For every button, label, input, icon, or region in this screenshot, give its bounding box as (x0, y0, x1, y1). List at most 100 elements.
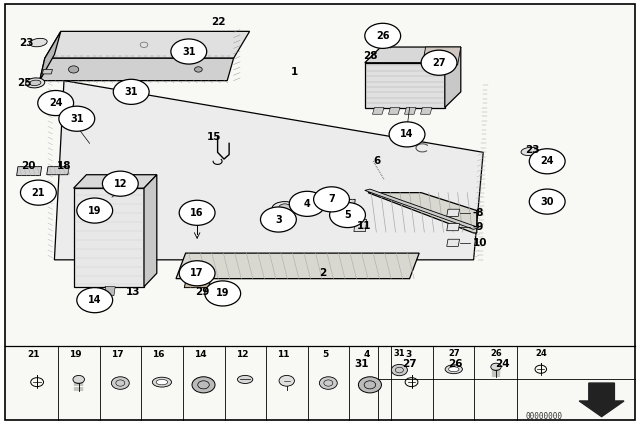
Circle shape (330, 202, 365, 228)
Text: 21: 21 (31, 188, 45, 198)
Circle shape (529, 149, 565, 174)
Text: 31: 31 (354, 359, 369, 369)
Polygon shape (40, 31, 61, 81)
Text: 19: 19 (216, 289, 230, 298)
Text: 14: 14 (194, 350, 207, 359)
Polygon shape (17, 167, 42, 176)
Polygon shape (354, 220, 367, 232)
Ellipse shape (156, 379, 168, 385)
Ellipse shape (26, 78, 45, 88)
Circle shape (195, 67, 202, 72)
Text: 6: 6 (373, 156, 380, 166)
Text: 11: 11 (356, 221, 371, 231)
Circle shape (289, 191, 325, 216)
Polygon shape (54, 81, 483, 260)
Text: 26: 26 (448, 359, 463, 369)
Text: 12: 12 (236, 350, 248, 359)
Circle shape (389, 122, 425, 147)
Circle shape (365, 23, 401, 48)
Text: 23: 23 (525, 145, 540, 155)
Polygon shape (372, 108, 384, 114)
Circle shape (278, 204, 291, 213)
Ellipse shape (534, 192, 560, 204)
Text: 26: 26 (376, 31, 390, 41)
Circle shape (391, 364, 408, 376)
Circle shape (111, 377, 129, 389)
Text: 28: 28 (364, 51, 378, 61)
Text: 31: 31 (124, 87, 138, 97)
Text: 15: 15 (207, 132, 221, 142)
Circle shape (102, 171, 138, 196)
Polygon shape (447, 209, 460, 216)
Text: 24: 24 (495, 359, 509, 369)
Polygon shape (365, 63, 445, 108)
Polygon shape (184, 276, 211, 288)
Ellipse shape (536, 157, 555, 168)
Text: 19: 19 (69, 350, 82, 359)
Text: -8: -8 (472, 208, 484, 218)
Circle shape (192, 377, 215, 393)
Polygon shape (74, 175, 157, 188)
Text: 27: 27 (448, 349, 460, 358)
Ellipse shape (152, 377, 172, 387)
Circle shape (77, 198, 113, 223)
Circle shape (179, 261, 215, 286)
Circle shape (260, 207, 296, 232)
Text: 31: 31 (394, 349, 405, 358)
Text: 24: 24 (49, 98, 63, 108)
Polygon shape (45, 31, 250, 58)
Text: 11: 11 (277, 350, 290, 359)
Ellipse shape (303, 194, 324, 205)
Text: 16: 16 (152, 350, 165, 359)
Polygon shape (368, 193, 477, 233)
Text: 2: 2 (319, 268, 326, 278)
Circle shape (38, 90, 74, 116)
Text: 16: 16 (190, 208, 204, 218)
Text: 25: 25 (17, 78, 32, 88)
Text: 24: 24 (535, 349, 547, 358)
Text: 3: 3 (275, 215, 282, 224)
Text: 17: 17 (190, 268, 204, 278)
Text: 21: 21 (28, 350, 40, 359)
Polygon shape (579, 383, 624, 417)
Text: 18: 18 (56, 161, 71, 171)
Polygon shape (445, 47, 461, 108)
Circle shape (279, 375, 294, 386)
Text: 12: 12 (113, 179, 127, 189)
Text: 30: 30 (540, 197, 554, 207)
Text: 14: 14 (400, 129, 414, 139)
Polygon shape (176, 253, 419, 279)
Polygon shape (365, 47, 461, 63)
Polygon shape (420, 108, 432, 114)
Circle shape (113, 79, 149, 104)
Text: 5: 5 (322, 350, 328, 359)
Text: 31: 31 (70, 114, 84, 124)
Text: 29: 29 (195, 287, 209, 297)
Text: 3: 3 (405, 350, 412, 359)
Circle shape (171, 39, 207, 64)
Circle shape (421, 50, 457, 75)
Ellipse shape (521, 147, 539, 155)
Ellipse shape (445, 365, 463, 374)
Circle shape (59, 106, 95, 131)
Text: 4: 4 (364, 350, 370, 359)
Text: 24: 24 (540, 156, 554, 166)
Circle shape (179, 200, 215, 225)
Text: 10: 10 (472, 238, 487, 248)
Ellipse shape (538, 194, 556, 202)
Circle shape (319, 377, 337, 389)
Text: 13: 13 (126, 287, 141, 297)
Circle shape (529, 189, 565, 214)
Circle shape (77, 288, 113, 313)
Polygon shape (388, 108, 400, 114)
Text: 22: 22 (211, 17, 226, 27)
Text: 19: 19 (88, 206, 102, 215)
Circle shape (358, 377, 381, 393)
Circle shape (314, 187, 349, 212)
Text: 7: 7 (328, 194, 335, 204)
Text: 4: 4 (304, 199, 310, 209)
Text: 27: 27 (402, 359, 417, 369)
Circle shape (68, 66, 79, 73)
Polygon shape (447, 224, 460, 231)
Polygon shape (74, 188, 144, 287)
